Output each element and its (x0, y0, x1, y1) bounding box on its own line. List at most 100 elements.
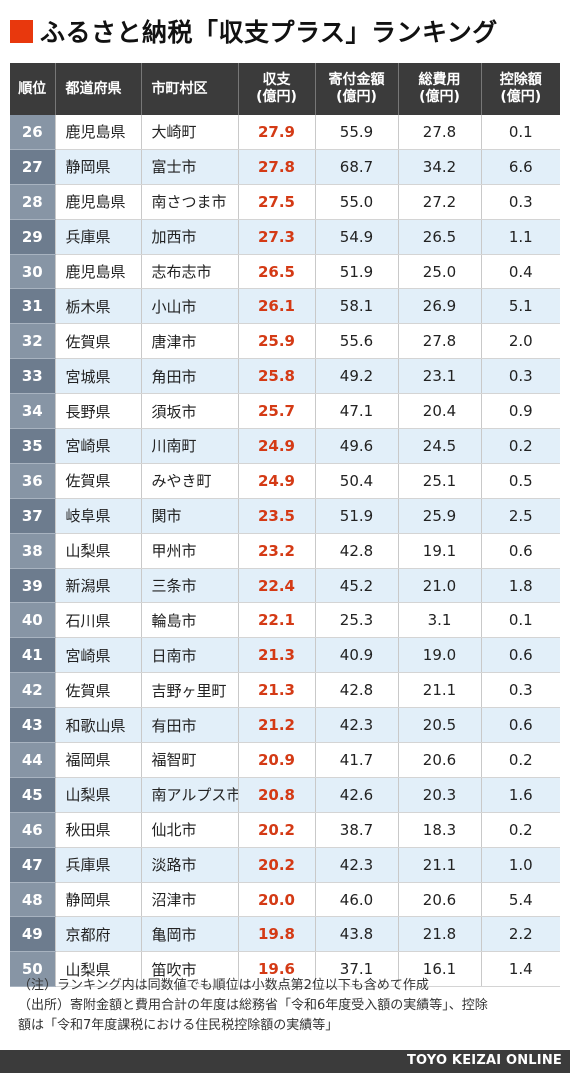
footer-brand: TOYO KEIZAI ONLINE (406, 1053, 562, 1068)
cell-rank: 43 (10, 707, 56, 744)
cell-prefecture: 山梨県 (55, 533, 142, 569)
cell-deduction: 0.1 (481, 115, 560, 150)
ranking-table: 順位 都道府県 市町村区 収支 (億円) 寄付金額 (億円) 総費用 (億円) … (10, 63, 560, 988)
cell-total-cost: 26.9 (398, 288, 482, 325)
cell-total-cost: 27.8 (398, 115, 482, 150)
cell-donations: 55.6 (315, 323, 399, 360)
cell-total-cost: 20.6 (398, 742, 482, 778)
cell-balance: 24.9 (238, 428, 316, 464)
cell-prefecture: 宮城県 (55, 358, 142, 395)
cell-total-cost: 21.0 (398, 568, 482, 604)
cell-rank: 42 (10, 672, 56, 709)
cell-balance: 20.9 (238, 742, 316, 778)
cell-deduction: 0.2 (481, 812, 560, 848)
table-header-row: 順位 都道府県 市町村区 収支 (億円) 寄付金額 (億円) 総費用 (億円) … (10, 63, 560, 115)
cell-rank: 40 (10, 602, 56, 639)
table-row: 29 兵庫県 加西市 27.3 54.9 26.5 1.1 (10, 219, 560, 255)
cell-prefecture: 新潟県 (55, 568, 142, 604)
cell-municipality: 加西市 (141, 219, 239, 255)
cell-municipality: 笛吹市 (141, 951, 239, 988)
table-row: 34 長野県 須坂市 25.7 47.1 20.4 0.9 (10, 393, 560, 430)
cell-balance: 27.3 (238, 219, 316, 255)
cell-rank: 39 (10, 568, 56, 604)
cell-municipality: 仙北市 (141, 812, 239, 848)
cell-total-cost: 24.5 (398, 428, 482, 464)
table-row: 37 岐阜県 関市 23.5 51.9 25.9 2.5 (10, 498, 560, 534)
cell-donations: 58.1 (315, 288, 399, 325)
title-bar: ふるさと納税「収支プラス」ランキング (10, 14, 498, 48)
cell-deduction: 0.2 (481, 428, 560, 464)
cell-rank: 35 (10, 428, 56, 464)
cell-municipality: 関市 (141, 498, 239, 534)
cell-total-cost: 34.2 (398, 149, 482, 185)
cell-prefecture: 宮崎県 (55, 637, 142, 674)
cell-prefecture: 鹿児島県 (55, 254, 142, 290)
cell-balance: 23.2 (238, 533, 316, 569)
cell-total-cost: 20.3 (398, 777, 482, 813)
cell-rank: 26 (10, 115, 56, 150)
cell-rank: 46 (10, 812, 56, 848)
cell-donations: 51.9 (315, 254, 399, 290)
table-row: 38 山梨県 甲州市 23.2 42.8 19.1 0.6 (10, 533, 560, 569)
cell-deduction: 1.4 (481, 951, 560, 988)
cell-municipality: 富士市 (141, 149, 239, 185)
cell-rank: 28 (10, 184, 56, 220)
footnote-source-2: 額は「令和7年度課税における住民税控除額の実績等」 (18, 1018, 339, 1033)
cell-rank: 33 (10, 358, 56, 395)
table-row: 50 山梨県 笛吹市 19.6 37.1 16.1 1.4 (10, 951, 560, 988)
cell-total-cost: 21.8 (398, 916, 482, 953)
header-municipality: 市町村区 (141, 63, 239, 115)
table-row: 41 宮崎県 日南市 21.3 40.9 19.0 0.6 (10, 637, 560, 674)
cell-municipality: 沼津市 (141, 882, 239, 918)
cell-rank: 45 (10, 777, 56, 813)
cell-municipality: みやき町 (141, 463, 239, 499)
cell-rank: 38 (10, 533, 56, 569)
cell-deduction: 1.1 (481, 219, 560, 255)
cell-balance: 21.3 (238, 672, 316, 709)
cell-deduction: 2.2 (481, 916, 560, 953)
cell-municipality: 川南町 (141, 428, 239, 464)
cell-balance: 26.5 (238, 254, 316, 290)
cell-prefecture: 山梨県 (55, 777, 142, 813)
table-row: 48 静岡県 沼津市 20.0 46.0 20.6 5.4 (10, 882, 560, 918)
header-prefecture: 都道府県 (55, 63, 142, 115)
footnotes: （注）ランキング内は同数値でも順位は小数点第2位以下も含めて作成 （出所）寄附金… (18, 976, 563, 1036)
cell-municipality: 有田市 (141, 707, 239, 744)
cell-balance: 27.5 (238, 184, 316, 220)
cell-rank: 27 (10, 149, 56, 185)
header-donations: 寄付金額 (億円) (315, 63, 399, 115)
cell-deduction: 0.3 (481, 184, 560, 220)
cell-balance: 25.9 (238, 323, 316, 360)
cell-donations: 40.9 (315, 637, 399, 674)
cell-balance: 22.4 (238, 568, 316, 604)
cell-municipality: 小山市 (141, 288, 239, 325)
header-balance: 収支 (億円) (238, 63, 316, 115)
cell-deduction: 0.3 (481, 358, 560, 395)
cell-deduction: 0.6 (481, 707, 560, 744)
cell-total-cost: 20.5 (398, 707, 482, 744)
cell-balance: 19.6 (238, 951, 316, 988)
cell-balance: 20.2 (238, 847, 316, 883)
cell-donations: 42.3 (315, 847, 399, 883)
cell-deduction: 0.5 (481, 463, 560, 499)
table-row: 40 石川県 輪島市 22.1 25.3 3.1 0.1 (10, 602, 560, 639)
cell-donations: 50.4 (315, 463, 399, 499)
cell-prefecture: 福岡県 (55, 742, 142, 778)
table-row: 27 静岡県 富士市 27.8 68.7 34.2 6.6 (10, 149, 560, 185)
cell-rank: 32 (10, 323, 56, 360)
cell-donations: 55.0 (315, 184, 399, 220)
cell-deduction: 0.6 (481, 533, 560, 569)
cell-prefecture: 静岡県 (55, 882, 142, 918)
table-row: 47 兵庫県 淡路市 20.2 42.3 21.1 1.0 (10, 847, 560, 883)
table-row: 32 佐賀県 唐津市 25.9 55.6 27.8 2.0 (10, 323, 560, 360)
cell-deduction: 0.4 (481, 254, 560, 290)
cell-municipality: 角田市 (141, 358, 239, 395)
cell-total-cost: 21.1 (398, 847, 482, 883)
table-row: 28 鹿児島県 南さつま市 27.5 55.0 27.2 0.3 (10, 184, 560, 220)
cell-total-cost: 20.6 (398, 882, 482, 918)
cell-prefecture: 鹿児島県 (55, 184, 142, 220)
table-row: 30 鹿児島県 志布志市 26.5 51.9 25.0 0.4 (10, 254, 560, 290)
cell-donations: 55.9 (315, 115, 399, 150)
cell-municipality: 淡路市 (141, 847, 239, 883)
cell-rank: 41 (10, 637, 56, 674)
